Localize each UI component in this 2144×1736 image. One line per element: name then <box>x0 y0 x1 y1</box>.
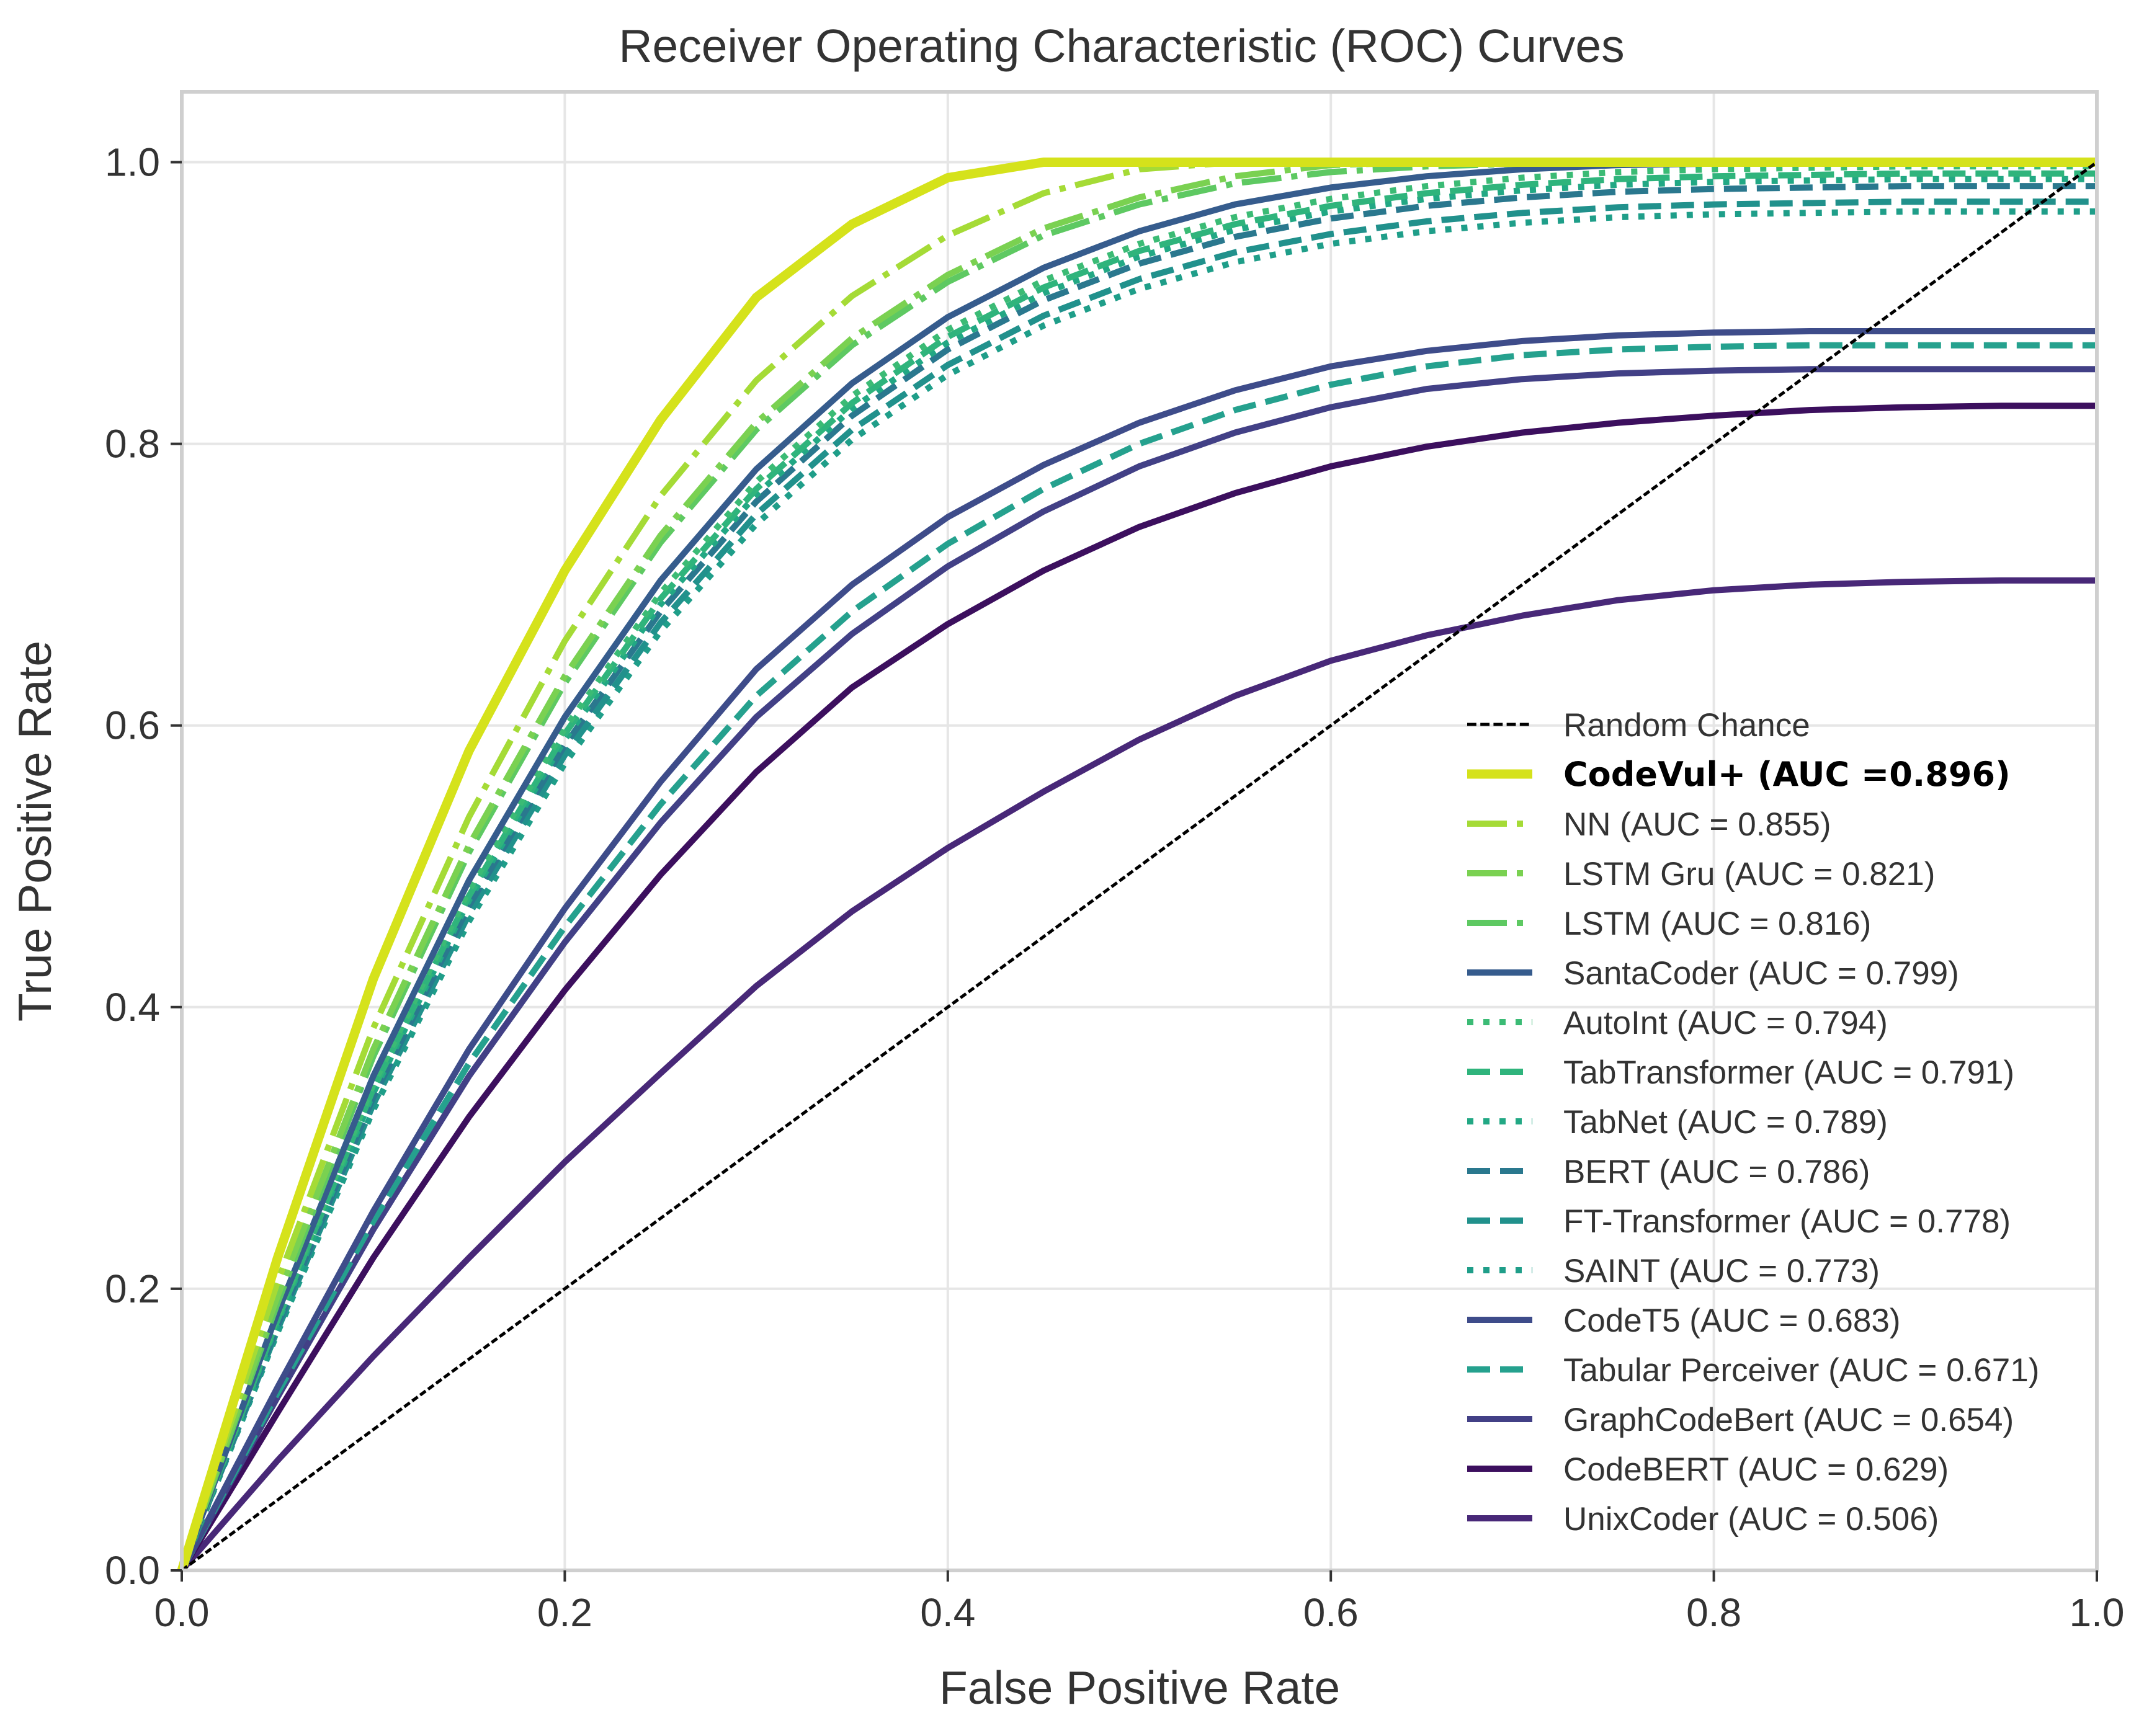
roc-curve-nn <box>179 159 2097 1572</box>
legend-label: CodeT5 (AUC = 0.683) <box>1563 1302 1901 1339</box>
legend-label: GraphCodeBert (AUC = 0.654) <box>1563 1402 2014 1438</box>
chart-title: Receiver Operating Characteristic (ROC) … <box>619 20 1624 72</box>
legend-label: Random Chance <box>1563 707 1810 744</box>
y-tick-label: 1.0 <box>105 140 160 185</box>
y-tick-label: 0.4 <box>105 985 160 1030</box>
roc-curve-codevul- <box>177 158 2097 1572</box>
legend-label: NN (AUC = 0.855) <box>1563 806 1831 843</box>
legend-label: AutoInt (AUC = 0.794) <box>1563 1005 1888 1041</box>
x-tick-label: 0.8 <box>1686 1590 1741 1635</box>
x-tick-label: 0.2 <box>537 1590 592 1635</box>
y-tick-label: 0.0 <box>105 1548 160 1593</box>
plot-frame <box>180 90 2099 1572</box>
x-tick-label: 1.0 <box>2070 1590 2125 1635</box>
legend-label: UnixCoder (AUC = 0.506) <box>1563 1501 1939 1538</box>
legend-label: BERT (AUC = 0.786) <box>1563 1154 1870 1190</box>
roc-curve-random <box>181 161 2098 1572</box>
legend-label: LSTM Gru (AUC = 0.821) <box>1563 856 1935 892</box>
roc-curve-bert <box>179 183 2097 1572</box>
x-tick-label: 0.4 <box>920 1590 975 1635</box>
legend-label: CodeBERT (AUC = 0.629) <box>1563 1451 1949 1488</box>
roc-curve-tabtransformer <box>179 170 2097 1572</box>
legend-label: TabNet (AUC = 0.789) <box>1563 1104 1888 1141</box>
y-tick-label: 0.6 <box>105 703 160 748</box>
legend-label: FT-Transformer (AUC = 0.778) <box>1563 1203 2011 1240</box>
legend-label: SantaCoder (AUC = 0.799) <box>1563 955 1959 992</box>
roc-curve-codebert <box>179 403 2097 1572</box>
legend-label: CodeVul+ (AUC =0.896) <box>1563 755 2011 794</box>
roc-curve-tabular <box>179 342 2097 1572</box>
y-tick-label: 0.2 <box>105 1266 160 1311</box>
legend-label: Tabular Perceiver (AUC = 0.671) <box>1563 1352 2039 1389</box>
legend-label: LSTM (AUC = 0.816) <box>1563 906 1871 942</box>
y-axis-label: True Positive Rate <box>9 641 61 1022</box>
roc-curve-unixcoder <box>179 577 2097 1573</box>
curves <box>177 158 2098 1573</box>
ticks: 0.0 0.2 0.4 0.6 0.8 1.0 0.0 0.2 0.4 0.6 0.8 1.0 <box>105 140 2124 1635</box>
legend-label: TabTransformer (AUC = 0.791) <box>1563 1054 2014 1091</box>
legend-label: SAINT (AUC = 0.773) <box>1563 1253 1880 1289</box>
roc-curve-ft-transformer <box>179 198 2097 1572</box>
x-tick-label: 0.6 <box>1303 1590 1359 1635</box>
x-axis-label: False Positive Rate <box>939 1662 1340 1714</box>
roc-curve-codet5 <box>179 328 2097 1572</box>
x-tick-label: 0.0 <box>154 1590 210 1635</box>
roc-curve-autoint <box>179 163 2097 1572</box>
roc-curve-graphcodebert <box>179 366 2097 1572</box>
y-tick-label: 0.8 <box>105 422 160 466</box>
legend: Random Chance CodeVul+ (AUC =0.896) NN (AU… <box>1467 707 2039 1538</box>
